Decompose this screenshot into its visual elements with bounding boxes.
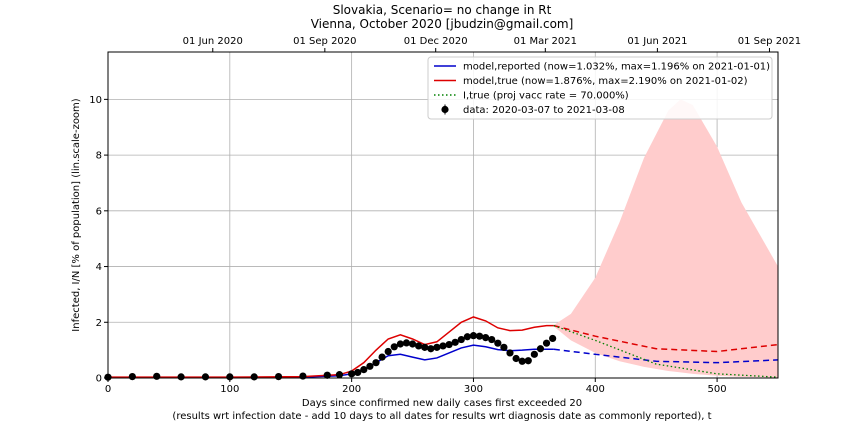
y-tick-label: 10 <box>89 95 102 106</box>
data-point <box>463 333 471 341</box>
uncertainty-band <box>553 99 778 378</box>
legend-label: data: 2020-03-07 to 2021-03-08 <box>463 105 625 116</box>
data-point <box>153 372 161 380</box>
data-point <box>451 338 459 346</box>
data-point <box>421 343 429 351</box>
data-point <box>250 373 258 381</box>
series-line <box>553 348 779 364</box>
y-axis-ticks: 0 2 4 6 8 10 <box>89 95 108 385</box>
x-axis-ticks: 0 100 200 300 400 500 <box>105 378 727 395</box>
top-tick-label: 01 Dec 2020 <box>404 36 468 47</box>
data-point <box>512 354 520 363</box>
top-tick-label: 01 Sep 2020 <box>293 36 356 47</box>
series-line <box>553 324 779 353</box>
y-tick-label: 2 <box>96 318 102 329</box>
y-tick-label: 4 <box>96 262 102 273</box>
data-point <box>475 332 484 340</box>
data-point <box>549 334 557 343</box>
series-lines <box>108 316 779 379</box>
data-point <box>445 340 453 349</box>
data-point <box>372 359 380 367</box>
data-point <box>201 373 210 381</box>
data-point <box>366 362 374 370</box>
x-tick-label: 100 <box>220 384 239 395</box>
data-point <box>427 345 435 353</box>
data-points <box>104 332 557 381</box>
data-point <box>469 332 478 340</box>
legend: model,reported (now=1.032%, max=1.196% o… <box>427 56 773 120</box>
data-point <box>542 339 551 347</box>
legend-label: model,true (now=1.876%, max=2.190% on 20… <box>463 76 748 87</box>
data-point <box>378 353 386 361</box>
data-point <box>390 343 398 351</box>
top-tick-label: 01 Jun 2021 <box>627 36 687 47</box>
data-point <box>299 372 307 380</box>
legend-box <box>427 56 773 120</box>
data-point <box>536 345 545 353</box>
x-tick-label: 300 <box>464 384 483 395</box>
data-point <box>415 342 423 350</box>
y-axis-label: Infected, I/N [% of population] (lin.sca… <box>71 98 82 331</box>
top-tick-label: 01 Jun 2020 <box>183 36 243 47</box>
data-point <box>402 339 411 347</box>
data-point <box>128 373 136 381</box>
x-tick-label: 400 <box>586 384 605 395</box>
data-point <box>500 343 508 351</box>
series-line <box>553 325 779 378</box>
data-point <box>457 335 465 344</box>
top-tick-label: 01 Mar 2021 <box>514 36 577 47</box>
data-point <box>518 357 526 365</box>
data-point <box>439 342 447 350</box>
data-point <box>433 343 441 351</box>
data-point <box>384 347 392 356</box>
uncertainty-band-area <box>553 99 778 378</box>
x-tick-label: 0 <box>105 384 111 395</box>
y-tick-label: 8 <box>96 151 102 162</box>
data-point <box>482 333 490 342</box>
y-tick-label: 0 <box>96 374 102 385</box>
data-point <box>354 368 362 377</box>
data-point <box>323 371 331 379</box>
data-point <box>226 373 234 381</box>
legend-marker <box>441 105 449 114</box>
data-point <box>348 370 356 378</box>
data-point <box>177 373 185 381</box>
x-tick-label: 500 <box>708 384 727 395</box>
x-axis-label-note: (results wrt infection date - add 10 day… <box>172 411 711 422</box>
data-point <box>494 339 502 347</box>
plot-frame <box>107 51 779 379</box>
data-point <box>335 371 344 379</box>
series-line <box>108 316 554 378</box>
top-tick-label: 01 Sep 2021 <box>738 36 801 47</box>
data-point <box>274 373 283 381</box>
chart-subtitle: Vienna, October 2020 [jbudzin@gmail.com] <box>311 17 574 31</box>
data-point <box>488 335 496 344</box>
data-point <box>396 340 404 348</box>
y-tick-label: 6 <box>96 206 102 217</box>
top-axis-ticks: 01 Jun 2020 01 Sep 2020 01 Dec 2020 01 Mar … <box>183 36 801 52</box>
chart-title: Slovakia, Scenario= no change in Rt <box>333 3 552 17</box>
legend-label: model,reported (now=1.032%, max=1.196% o… <box>463 62 770 73</box>
data-point <box>530 350 538 358</box>
data-point <box>360 366 368 374</box>
data-point <box>408 340 417 348</box>
data-point <box>506 349 514 357</box>
x-axis-label: Days since confirmed new daily cases fir… <box>302 398 582 409</box>
legend-label: I,true (proj vacc rate = 70.000%) <box>463 91 629 102</box>
data-point <box>524 357 532 365</box>
series-line <box>108 344 554 379</box>
x-tick-label: 200 <box>342 384 361 395</box>
